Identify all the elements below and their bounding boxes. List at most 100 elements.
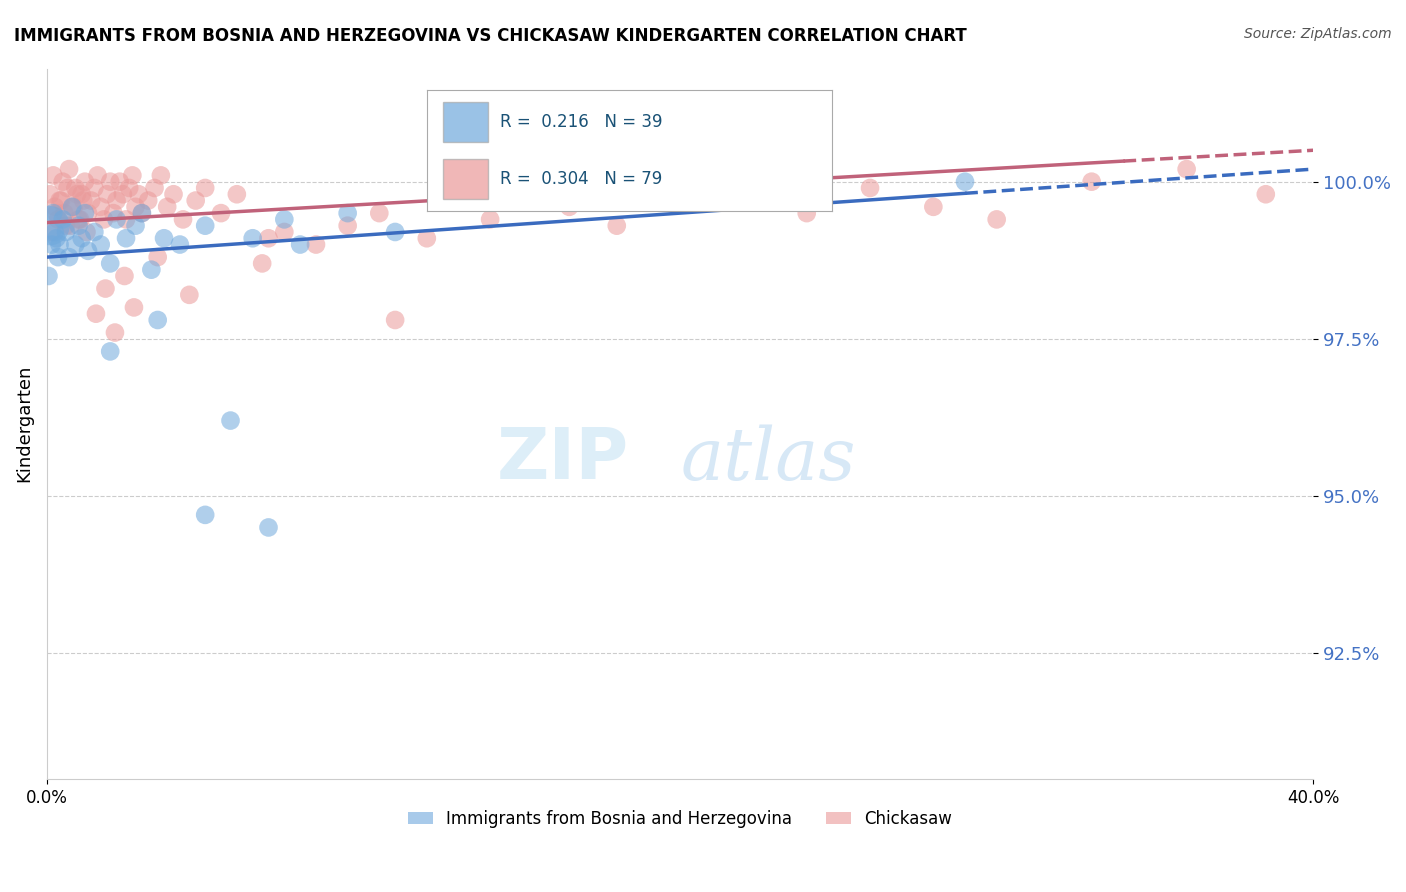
Point bbox=[104, 326, 127, 340]
Point bbox=[39, 187, 62, 202]
Point bbox=[131, 206, 153, 220]
Point bbox=[194, 508, 217, 522]
Point bbox=[73, 175, 96, 189]
Point bbox=[384, 313, 406, 327]
Point bbox=[250, 256, 273, 270]
Point bbox=[172, 212, 194, 227]
Point bbox=[273, 225, 295, 239]
Point bbox=[121, 169, 143, 183]
Legend: Immigrants from Bosnia and Herzegovina, Chickasaw: Immigrants from Bosnia and Herzegovina, … bbox=[402, 803, 959, 835]
Point bbox=[209, 206, 232, 220]
Point bbox=[108, 175, 131, 189]
Text: Source: ZipAtlas.com: Source: ZipAtlas.com bbox=[1244, 27, 1392, 41]
Point bbox=[67, 219, 90, 233]
Point bbox=[105, 194, 128, 208]
Point bbox=[62, 200, 84, 214]
Point bbox=[131, 206, 153, 220]
Point bbox=[479, 212, 502, 227]
Point bbox=[606, 219, 628, 233]
Point bbox=[53, 206, 76, 220]
Point bbox=[146, 313, 169, 327]
Point bbox=[114, 268, 136, 283]
Point bbox=[86, 169, 108, 183]
Point bbox=[146, 250, 169, 264]
Point bbox=[44, 225, 66, 239]
Point bbox=[558, 200, 581, 214]
Point bbox=[72, 194, 94, 208]
Point bbox=[194, 219, 217, 233]
Point bbox=[75, 225, 97, 239]
Point bbox=[55, 225, 77, 239]
Point bbox=[48, 237, 70, 252]
Point bbox=[52, 212, 75, 227]
Point bbox=[70, 187, 93, 202]
Point bbox=[242, 231, 264, 245]
Point bbox=[98, 175, 121, 189]
Point bbox=[336, 206, 359, 220]
Point bbox=[669, 194, 692, 208]
Point bbox=[105, 212, 128, 227]
Point bbox=[42, 169, 65, 183]
Point bbox=[45, 231, 67, 245]
Point bbox=[58, 250, 80, 264]
Point bbox=[219, 413, 242, 427]
Point bbox=[859, 181, 882, 195]
Point bbox=[136, 194, 159, 208]
Point bbox=[96, 187, 118, 202]
Point bbox=[922, 200, 945, 214]
Point bbox=[169, 237, 191, 252]
Point bbox=[336, 219, 359, 233]
Point bbox=[103, 206, 125, 220]
Point bbox=[288, 237, 311, 252]
Point bbox=[986, 212, 1008, 227]
Point bbox=[90, 200, 112, 214]
Point bbox=[305, 237, 328, 252]
Point bbox=[69, 212, 91, 227]
Point bbox=[257, 231, 280, 245]
Point bbox=[98, 256, 121, 270]
Point bbox=[65, 237, 87, 252]
Point bbox=[39, 219, 62, 233]
Point bbox=[953, 175, 976, 189]
Point bbox=[93, 212, 115, 227]
Point bbox=[46, 212, 69, 227]
Point bbox=[122, 301, 145, 315]
Point bbox=[42, 206, 65, 220]
Point bbox=[52, 175, 75, 189]
Point bbox=[384, 225, 406, 239]
Text: IMMIGRANTS FROM BOSNIA AND HERZEGOVINA VS CHICKASAW KINDERGARTEN CORRELATION CHA: IMMIGRANTS FROM BOSNIA AND HERZEGOVINA V… bbox=[14, 27, 967, 45]
Point bbox=[58, 162, 80, 177]
Point bbox=[59, 219, 82, 233]
Point bbox=[56, 181, 79, 195]
Point bbox=[41, 237, 63, 252]
Point bbox=[111, 187, 134, 202]
Point bbox=[1080, 175, 1102, 189]
Point bbox=[70, 231, 93, 245]
Point bbox=[124, 219, 146, 233]
Point bbox=[118, 181, 141, 195]
Point bbox=[257, 520, 280, 534]
Point bbox=[149, 169, 172, 183]
Y-axis label: Kindergarten: Kindergarten bbox=[15, 365, 32, 483]
Text: ZIP: ZIP bbox=[496, 425, 628, 494]
Point bbox=[156, 200, 179, 214]
Point bbox=[65, 181, 87, 195]
Point bbox=[80, 194, 103, 208]
Point bbox=[90, 237, 112, 252]
Point bbox=[41, 225, 63, 239]
Point bbox=[83, 181, 105, 195]
Point bbox=[733, 187, 755, 202]
Point bbox=[48, 194, 70, 208]
Point bbox=[77, 244, 100, 258]
Point bbox=[83, 225, 105, 239]
Point bbox=[55, 219, 77, 233]
Point bbox=[124, 200, 146, 214]
Point bbox=[416, 231, 439, 245]
Point bbox=[37, 268, 59, 283]
Point bbox=[115, 212, 138, 227]
Point bbox=[368, 206, 391, 220]
Point bbox=[179, 288, 201, 302]
Point bbox=[225, 187, 247, 202]
Point bbox=[184, 194, 207, 208]
Point bbox=[67, 212, 90, 227]
